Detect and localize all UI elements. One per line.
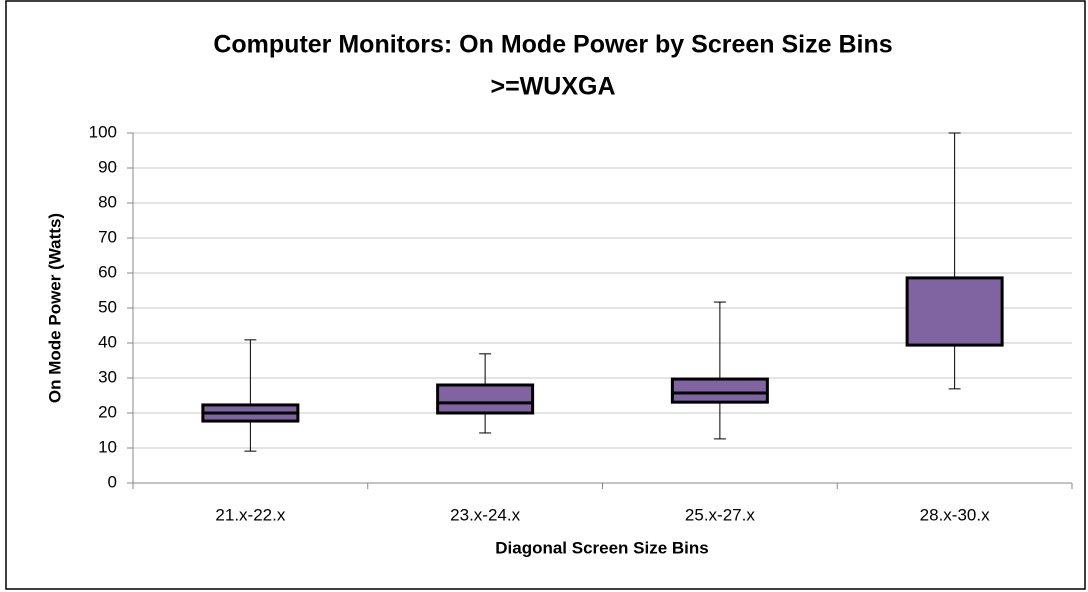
y-tick-label: 40: [98, 332, 117, 351]
x-tick-label: 21.x-22.x: [215, 505, 285, 524]
y-tick-label: 100: [89, 122, 117, 141]
x-axis-title: Diagonal Screen Size Bins: [495, 538, 709, 557]
box: [905, 276, 1004, 347]
chart-frame: [5, 0, 1086, 590]
y-tick-label: 80: [98, 192, 117, 211]
chart-title: >=WUXGA: [490, 73, 615, 101]
x-tick-label: 23.x-24.x: [450, 505, 520, 524]
box: [670, 377, 769, 404]
y-tick-label: 10: [98, 437, 117, 456]
y-tick-label: 20: [98, 402, 117, 421]
x-tick-label: 28.x-30.x: [920, 505, 990, 524]
y-tick-label: 0: [108, 472, 117, 491]
y-tick-label: 90: [98, 157, 117, 176]
chart-title: Computer Monitors: On Mode Power by Scre…: [213, 31, 892, 59]
y-tick-label: 30: [98, 367, 117, 386]
y-axis-title: On Mode Power (Watts): [45, 213, 64, 403]
x-tick-label: 25.x-27.x: [685, 505, 755, 524]
y-tick-label: 60: [98, 262, 117, 281]
box: [436, 383, 535, 415]
y-tick-label: 50: [98, 297, 117, 316]
y-tick-label: 70: [98, 227, 117, 246]
